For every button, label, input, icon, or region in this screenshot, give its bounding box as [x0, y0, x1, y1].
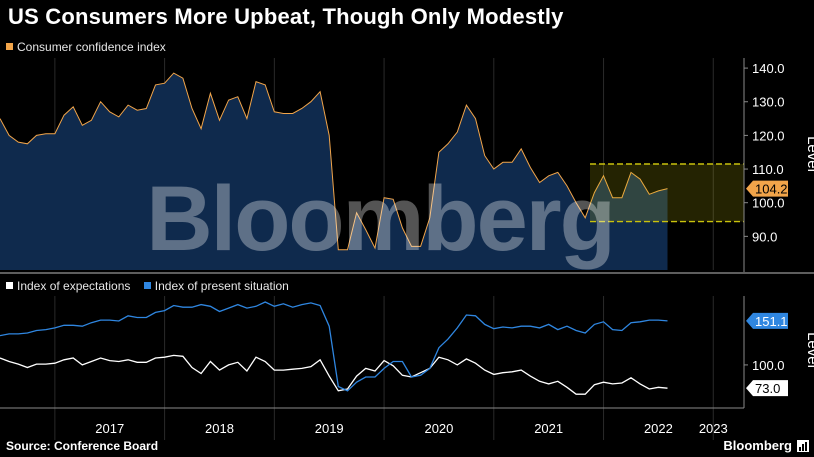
top-legend: Consumer confidence index — [6, 40, 176, 54]
legend-item-confidence: Consumer confidence index — [6, 40, 166, 54]
legend-swatch-confidence — [6, 43, 13, 50]
confidence-line — [0, 72, 668, 251]
y-tick-label-top: 140.0 — [752, 61, 785, 76]
y-tick-label-bottom: 100.0 — [752, 358, 785, 373]
value-tag-expectations: 73.0 — [755, 381, 780, 396]
series-line-expectations — [0, 354, 668, 395]
value-tag-present: 151.1 — [755, 314, 788, 329]
value-tag-confidence: 104.2 — [755, 182, 788, 197]
x-tick-label: 2019 — [315, 421, 344, 436]
confidence-area — [0, 73, 668, 270]
highlight-band — [590, 164, 744, 222]
x-tick-label: 2023 — [699, 421, 728, 436]
source-note: Source: Conference Board — [6, 439, 159, 453]
value-tag-expectations-bg — [746, 380, 788, 397]
y-tick-label-top: 110.0 — [752, 162, 784, 177]
y-axis-title-bottom: Level — [804, 332, 814, 368]
legend-item-present: Index of present situation — [143, 279, 289, 293]
legend-label-confidence: Consumer confidence index — [17, 40, 166, 54]
legend-label-expectations: Index of expectations — [17, 279, 131, 293]
value-tag-confidence-bg — [746, 180, 788, 197]
y-tick-label-top: 130.0 — [752, 95, 785, 110]
watermark: Bloomberg — [146, 168, 614, 270]
series-line-present — [0, 301, 668, 392]
bar-chart-icon — [797, 440, 809, 452]
legend-label-present: Index of present situation — [154, 279, 289, 293]
y-axis-title-top: Level — [804, 136, 814, 172]
x-tick-label: 2021 — [534, 421, 563, 436]
legend-swatch-expectations — [6, 282, 13, 289]
value-tag-present-bg — [746, 312, 788, 329]
y-tick-label-top: 100.0 — [752, 196, 785, 211]
y-tick-label-top: 90.0 — [752, 229, 777, 244]
x-tick-label: 2017 — [95, 421, 124, 436]
chart-title: US Consumers More Upbeat, Though Only Mo… — [8, 4, 564, 29]
x-tick-label: 2020 — [424, 421, 453, 436]
x-tick-label: 2018 — [205, 421, 234, 436]
bottom-legend: Index of expectations Index of present s… — [6, 279, 299, 293]
y-tick-label-top: 120.0 — [752, 128, 785, 143]
brand-logo: Bloomberg — [723, 438, 792, 453]
legend-swatch-present — [143, 282, 151, 289]
legend-item-expectations: Index of expectations — [6, 279, 130, 293]
x-tick-label: 2022 — [644, 421, 673, 436]
